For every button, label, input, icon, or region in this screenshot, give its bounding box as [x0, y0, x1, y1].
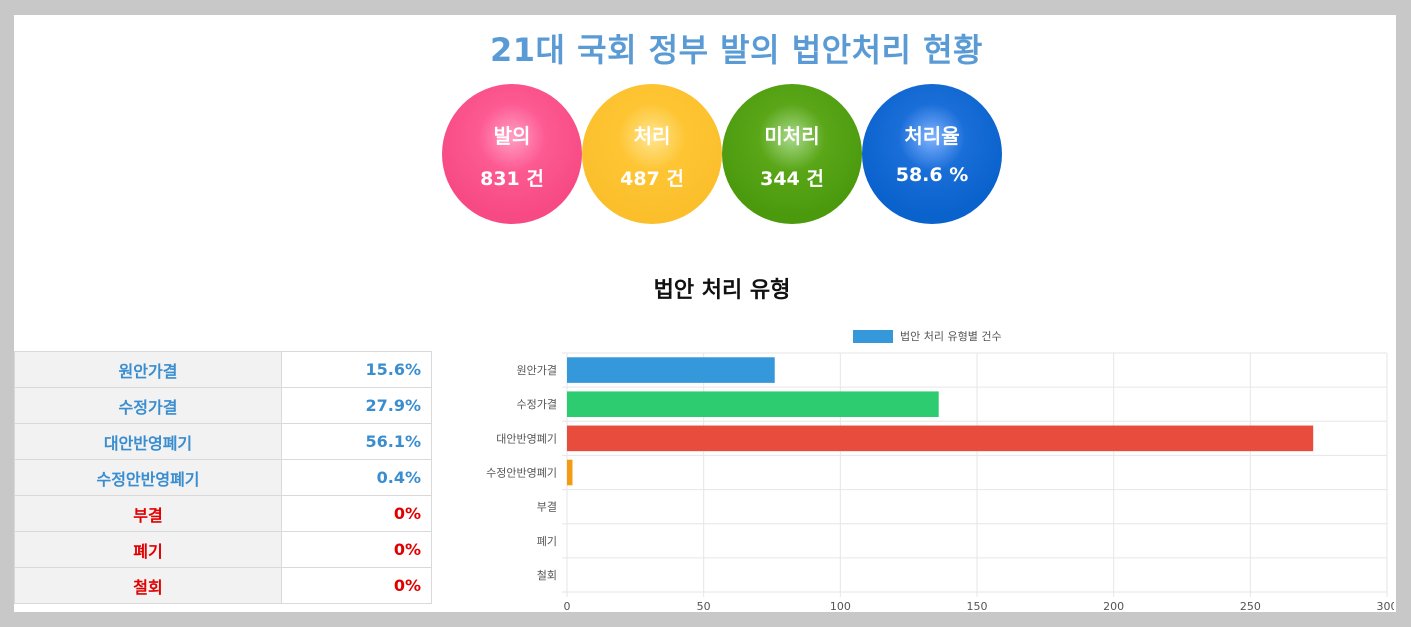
- legend-label: 법안 처리 유형별 건수: [900, 330, 1002, 343]
- bar: [567, 425, 1314, 452]
- type-percent: 56.1%: [281, 423, 432, 460]
- stat-circle-unprocessed: 미처리 344 건: [722, 84, 862, 224]
- category-label: 수정가결: [517, 398, 557, 411]
- type-table: 원안가결 15.6% 수정가결 27.9% 대안반영폐기 56.1% 수정안반영…: [14, 351, 432, 604]
- stat-circle-rate: 처리율 58.6 %: [862, 84, 1002, 224]
- stat-value: 58.6 %: [895, 164, 969, 186]
- type-name: 수정가결: [14, 387, 282, 424]
- type-name: 대안반영폐기: [14, 423, 282, 460]
- stat-label: 처리율: [904, 124, 960, 148]
- bar: [567, 357, 775, 383]
- stat-label: 처리: [633, 124, 671, 148]
- type-percent: 0%: [281, 531, 432, 568]
- table-row: 대안반영폐기 56.1%: [14, 423, 432, 460]
- type-name: 부결: [14, 495, 282, 532]
- type-percent: 27.9%: [281, 387, 432, 424]
- category-label: 원안가결: [517, 364, 557, 377]
- table-row: 수정안반영폐기 0.4%: [14, 459, 432, 496]
- category-label: 철회: [537, 569, 557, 582]
- category-label: 폐기: [537, 535, 557, 548]
- x-tick-label: 250: [1240, 600, 1261, 612]
- table-row: 부결 0%: [14, 495, 432, 532]
- bar: [567, 391, 939, 418]
- category-label: 수정안반영폐기: [486, 467, 557, 480]
- legend-swatch: [853, 330, 893, 343]
- stat-value: 831 건: [480, 168, 544, 190]
- x-tick-label: 300: [1377, 600, 1395, 612]
- type-name: 철회: [14, 567, 282, 604]
- table-row: 원안가결 15.6%: [14, 351, 432, 388]
- stat-value: 344 건: [760, 168, 824, 190]
- x-tick-label: 200: [1103, 600, 1124, 612]
- x-tick-label: 100: [830, 600, 851, 612]
- table-row: 철회 0%: [14, 567, 432, 604]
- type-name: 수정안반영폐기: [14, 459, 282, 496]
- category-label: 대안반영폐기: [496, 432, 557, 445]
- type-percent: 15.6%: [281, 351, 432, 388]
- dashboard-panel: 21대 국회 정부 발의 법안처리 현황 발의 831 건 처리 487 건 미…: [14, 15, 1396, 612]
- table-row: 수정가결 27.9%: [14, 387, 432, 424]
- x-tick-label: 50: [697, 600, 711, 612]
- page-title: 21대 국회 정부 발의 법안처리 현황: [490, 31, 983, 69]
- type-percent: 0.4%: [281, 459, 432, 496]
- type-percent: 0%: [281, 567, 432, 604]
- category-label: 부결: [537, 501, 557, 514]
- bar: [567, 459, 573, 486]
- x-tick-label: 150: [967, 600, 988, 612]
- stat-circle-proposed: 발의 831 건: [442, 84, 582, 224]
- type-name: 원안가결: [14, 351, 282, 388]
- type-percent: 0%: [281, 495, 432, 532]
- stat-circle-processed: 처리 487 건: [582, 84, 722, 224]
- table-row: 폐기 0%: [14, 531, 432, 568]
- type-name: 폐기: [14, 531, 282, 568]
- stat-label: 발의: [493, 124, 531, 148]
- section-title: 법안 처리 유형: [653, 278, 791, 303]
- stat-value: 487 건: [620, 168, 684, 190]
- stat-label: 미처리: [764, 124, 820, 148]
- x-tick-label: 0: [564, 600, 571, 612]
